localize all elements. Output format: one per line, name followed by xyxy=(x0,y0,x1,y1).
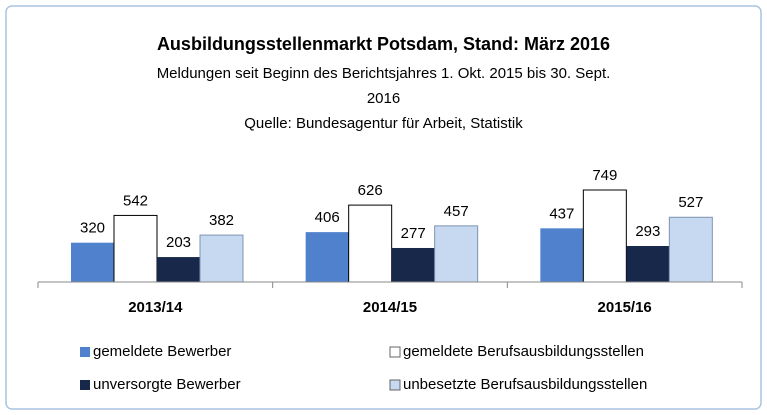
data-label: 437 xyxy=(549,205,574,222)
legend-label: gemeldete Berufsausbildungsstellen xyxy=(403,343,644,360)
x-tick-label: 2014/15 xyxy=(363,299,417,316)
data-label: 320 xyxy=(80,220,105,237)
data-label: 457 xyxy=(444,203,469,220)
chart-source: Quelle: Bundesagentur für Arbeit, Statis… xyxy=(244,115,523,132)
legend-label: gemeldete Bewerber xyxy=(93,343,231,360)
bar xyxy=(626,246,670,282)
legend-label: unbesetzte Berufsausbildungsstellen xyxy=(403,376,647,393)
data-label: 542 xyxy=(123,192,148,209)
bar xyxy=(71,242,114,282)
bar xyxy=(157,257,200,282)
bar xyxy=(668,216,713,283)
data-label: 277 xyxy=(401,225,426,242)
legend-swatch xyxy=(80,380,90,390)
data-label: 527 xyxy=(678,194,703,211)
data-label: 293 xyxy=(635,223,660,240)
bar xyxy=(434,225,479,283)
data-label: 406 xyxy=(315,209,340,226)
bar xyxy=(391,247,435,282)
chart-title: Ausbildungsstellenmarkt Potsdam, Stand: … xyxy=(156,34,611,54)
bar xyxy=(305,232,349,282)
data-label: 626 xyxy=(358,182,383,199)
bar xyxy=(582,189,627,283)
data-label: 382 xyxy=(209,212,234,229)
legend-label: unversorgte Bewerber xyxy=(93,376,241,393)
header: Ausbildungsstellenmarkt Potsdam, Stand: … xyxy=(0,34,767,136)
legend-swatch xyxy=(80,347,90,357)
x-tick-label: 2013/14 xyxy=(128,299,183,316)
x-tick-label: 2015/16 xyxy=(598,299,652,316)
bar xyxy=(113,214,158,283)
legend-swatch xyxy=(389,379,401,391)
data-label: 749 xyxy=(592,167,617,184)
data-label: 203 xyxy=(166,234,191,251)
bar xyxy=(199,234,244,283)
legend-swatch xyxy=(389,346,401,358)
bar xyxy=(540,228,584,282)
bar xyxy=(348,204,393,283)
chart-subtitle: Meldungen seit Beginn des Berichtsjahres… xyxy=(156,65,611,107)
